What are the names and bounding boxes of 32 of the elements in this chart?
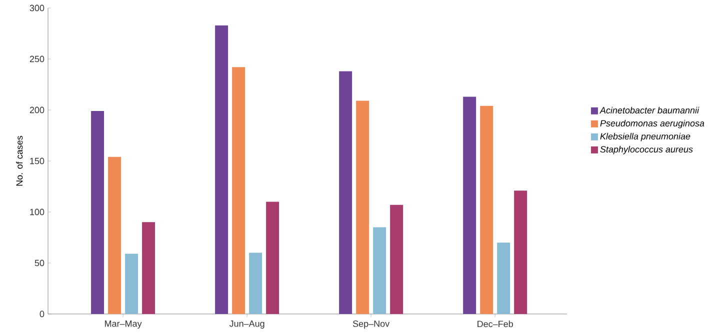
- y-tick-label: 100: [30, 208, 44, 216]
- bar: [142, 222, 156, 314]
- bar: [480, 106, 494, 314]
- bar: [266, 202, 280, 314]
- bar: [91, 111, 104, 314]
- bar: [339, 71, 352, 314]
- bar: [373, 227, 386, 314]
- legend-label: Pseudomonas aeruginosa: [600, 120, 704, 128]
- bar: [514, 190, 528, 314]
- bar: [390, 204, 404, 314]
- y-axis-title: No. of cases: [16, 136, 23, 186]
- y-tick-label: 150: [30, 158, 44, 164]
- bar: [125, 254, 138, 314]
- y-tick-label: 200: [30, 106, 44, 114]
- bar: [497, 242, 510, 314]
- x-tick-label: Sep–Nov: [352, 320, 390, 329]
- bar: [232, 67, 246, 314]
- legend-label: Klebsiella pneumoniae: [600, 132, 690, 142]
- bar: [249, 252, 262, 314]
- bar: [215, 25, 228, 314]
- bar: [356, 100, 370, 314]
- y-tick-label: 300: [30, 4, 44, 12]
- y-tick-label: 50: [34, 260, 44, 266]
- bar: [463, 96, 476, 314]
- legend-label: Acinetobacter baumannii: [600, 106, 700, 114]
- y-tick-label: 0: [40, 310, 44, 318]
- x-tick-label: Dec–Feb: [478, 320, 513, 328]
- x-tick-label: Mar–May: [105, 320, 142, 329]
- bar: [108, 156, 122, 314]
- x-tick-label: Jun–Aug: [229, 320, 264, 329]
- y-tick-label: 250: [30, 56, 44, 62]
- legend-label: Staphylococcus aureus: [600, 146, 693, 154]
